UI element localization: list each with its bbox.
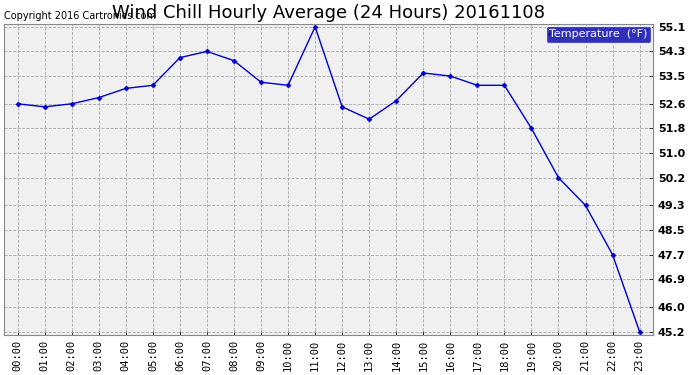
Text: Copyright 2016 Cartronics.com: Copyright 2016 Cartronics.com [4,10,156,21]
Legend: Temperature  (°F): Temperature (°F) [546,26,651,43]
Title: Wind Chill Hourly Average (24 Hours) 20161108: Wind Chill Hourly Average (24 Hours) 201… [112,4,545,22]
